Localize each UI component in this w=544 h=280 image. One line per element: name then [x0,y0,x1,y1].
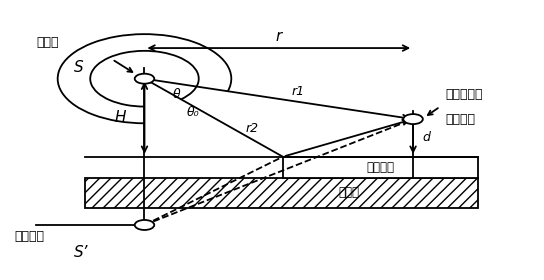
Text: θ₀: θ₀ [187,106,200,119]
Text: r1: r1 [291,85,304,99]
Text: 点声源: 点声源 [36,36,58,49]
Bar [85,178,478,208]
Text: 速度探头: 速度探头 [446,113,475,126]
Circle shape [135,220,154,230]
Bar [283,157,478,178]
Text: H: H [114,110,126,125]
Text: 硬地面: 硬地面 [338,186,360,199]
Text: S: S [74,60,84,75]
Text: 声压一质点: 声压一质点 [446,88,483,101]
Text: 镜像声源: 镜像声源 [14,230,44,243]
Text: S’: S’ [74,245,89,260]
Text: r2: r2 [245,122,258,135]
Circle shape [403,114,423,124]
Text: r: r [276,29,282,45]
Text: θ: θ [173,88,181,101]
Text: d: d [423,131,431,144]
Text: 吸声材料: 吸声材料 [367,161,394,174]
Circle shape [135,74,154,84]
